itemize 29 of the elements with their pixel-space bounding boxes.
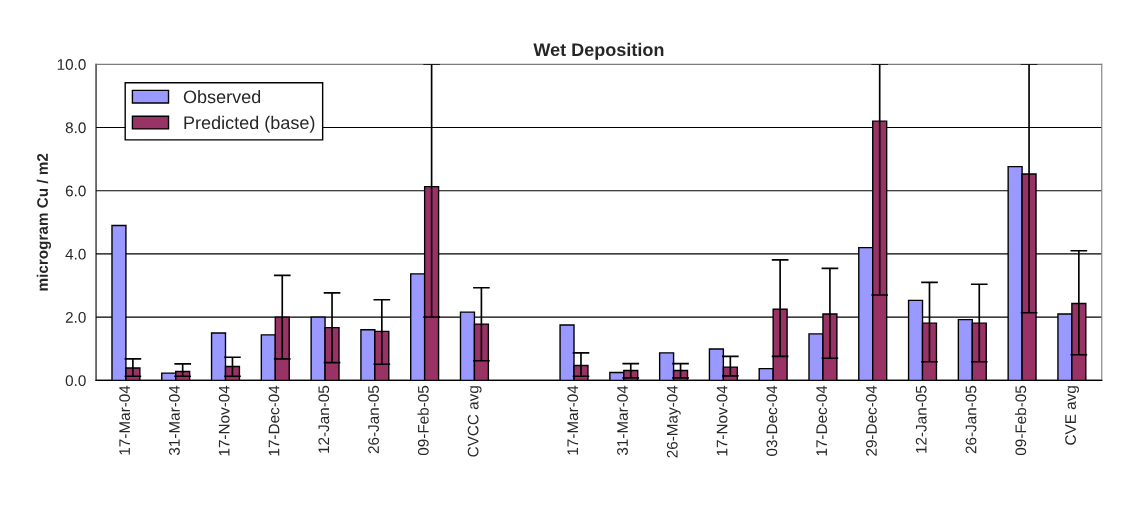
legend-label: Observed	[183, 89, 261, 104]
x-tick-label: 03-Dec-04	[766, 385, 778, 456]
x-tick-label: 26-Jan-05	[965, 385, 977, 454]
chart-title: Wet Deposition	[533, 42, 664, 60]
y-tick-label: 10.0	[57, 59, 86, 70]
x-tick-label: CVE avg	[1065, 386, 1079, 445]
x-tick-label: 31-Mar-04	[168, 385, 180, 456]
x-tick-label: CVCC avg	[467, 386, 482, 457]
x-tick-label: 26-May-04	[666, 385, 681, 458]
x-tick-label: 17-Mar-04	[567, 385, 579, 455]
x-tick-label: 12-Jan-05	[915, 385, 927, 453]
x-tick-label: 17-Dec-04	[816, 385, 828, 456]
x-tick-label: 31-Mar-04	[617, 385, 628, 456]
y-tick-label: 8.0	[65, 122, 86, 134]
y-tick-label: 4.0	[65, 248, 86, 260]
y-tick-label: 2.0	[65, 312, 86, 323]
legend-label: Predicted (base)	[184, 115, 315, 133]
x-tick-label: 12-Jan-05	[318, 385, 330, 453]
x-tick-label: 09-Feb-05	[417, 385, 429, 456]
x-tick-label: 26-Jan-05	[368, 385, 379, 454]
x-tick-label: 17-Mar-04	[119, 385, 131, 455]
y-tick-label: 0.0	[65, 375, 86, 387]
y-axis-title: microgram Cu / m2	[36, 153, 52, 291]
y-tick-label: 6.0	[65, 185, 86, 197]
x-tick-label: 17-Dec-04	[268, 385, 280, 456]
x-tick-label: 17-Nov-04	[716, 385, 728, 456]
x-tick-label: 29-Dec-04	[866, 385, 877, 456]
x-tick-label: 17-Nov-04	[218, 385, 230, 456]
x-tick-label: 09-Feb-05	[1014, 385, 1027, 456]
